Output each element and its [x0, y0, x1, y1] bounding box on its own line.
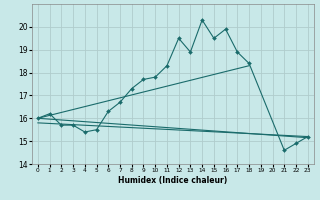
- X-axis label: Humidex (Indice chaleur): Humidex (Indice chaleur): [118, 176, 228, 185]
